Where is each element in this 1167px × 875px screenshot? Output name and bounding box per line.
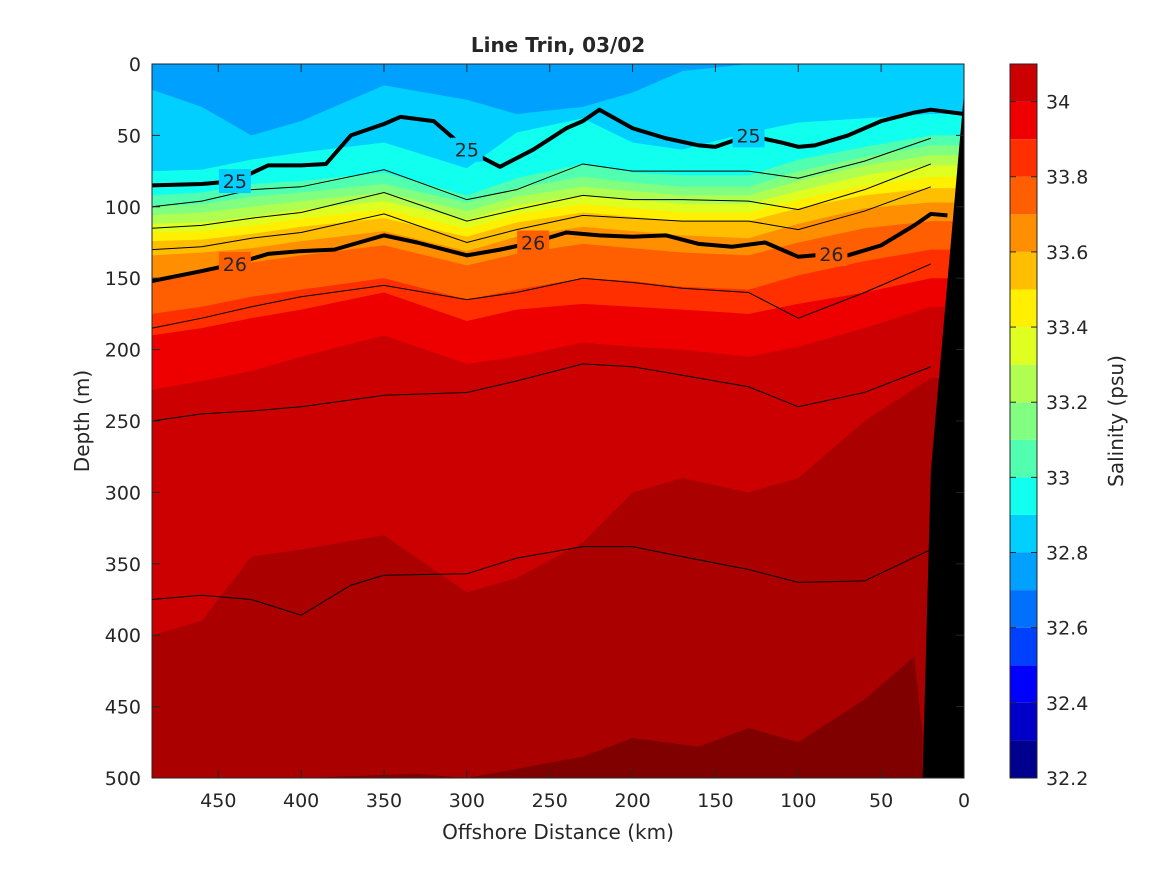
y-tick-label: 200: [105, 340, 141, 362]
contour-label-26-1: 26: [521, 233, 545, 255]
x-tick-label: 100: [780, 790, 816, 812]
colorbar-swatch: [1010, 477, 1037, 515]
colorbar-swatch: [1010, 627, 1037, 666]
colorbar-swatch: [1010, 740, 1037, 778]
contour-label-bg-26-0: [218, 251, 251, 276]
colorbar-swatch: [1010, 402, 1037, 440]
colorbar-tick-label: 33.2: [1046, 392, 1088, 414]
x-tick-label: 150: [697, 790, 733, 812]
colorbar-swatch: [1010, 251, 1037, 290]
contour-label-bg-25-2: [732, 123, 765, 148]
isopycnal-line-3: [152, 263, 932, 329]
contour-label-25-1: 25: [455, 140, 479, 162]
y-tick-label: 300: [105, 482, 141, 504]
colorbar-swatch: [1010, 214, 1037, 252]
isopycnal-line-5: [152, 546, 932, 616]
x-tick-label: 400: [283, 790, 319, 812]
isopycnal-line-2: [152, 186, 932, 251]
colorbar-tick-label: 33.8: [1046, 167, 1088, 189]
colorbar-tick-label: 32.2: [1046, 768, 1088, 790]
colorbar-swatch: [1010, 64, 1037, 102]
colorbar-frame: [1009, 63, 1038, 779]
colorbar-tick-label: 33.4: [1046, 317, 1088, 339]
salinity-deep-core: [152, 656, 923, 778]
y-tick-label: 150: [105, 268, 141, 290]
colorbar-tick-label: 33.6: [1046, 242, 1088, 264]
y-tick-label: 400: [105, 625, 141, 647]
y-tick-label: 50: [117, 125, 141, 147]
colorbar-tick-label: 32.6: [1046, 618, 1088, 640]
isopycnal-line-4: [152, 363, 932, 422]
contour-label-25-0: 25: [223, 171, 247, 193]
chart-title: Line Trin, 03/02: [471, 33, 645, 57]
colorbar-tick-label: 32.4: [1046, 693, 1088, 715]
density-contours: 25 25 25 26 26 26: [152, 92, 964, 778]
y-tick-label: 350: [105, 554, 141, 576]
colorbar-tick-label: 34: [1046, 92, 1070, 114]
colorbar-swatch: [1010, 364, 1037, 403]
salinity-fill-layers: [152, 64, 964, 778]
x-tick-label: 300: [449, 790, 485, 812]
x-tick-label: 350: [366, 790, 402, 812]
x-tick-label: 450: [200, 790, 236, 812]
colorbar-swatch: [1010, 439, 1037, 478]
colorbar-swatch: [1010, 552, 1037, 591]
contour-label-26-2: 26: [819, 244, 843, 266]
colorbar-swatch: [1010, 665, 1037, 703]
contour-label-bg-25-1: [450, 137, 483, 162]
x-tick-label: 250: [532, 790, 568, 812]
isopycnal-line-1: [152, 163, 932, 229]
y-axis-label: Depth (m): [70, 370, 94, 472]
colorbar-tick-label: 32.8: [1046, 543, 1088, 565]
plot-axes: 450 400 350 300 250 200 150 100 50 00501001502002…: [105, 54, 970, 812]
x-tick-label: 0: [958, 790, 970, 812]
y-tick-label: 100: [105, 197, 141, 219]
x-tick-label: 200: [614, 790, 650, 812]
colorbar-swatch: [1010, 702, 1037, 741]
salinity-layer-13: [152, 378, 964, 778]
y-tick-label: 500: [105, 768, 141, 790]
colorbar-swatch: [1010, 289, 1037, 328]
y-tick-label: 250: [105, 411, 141, 433]
colorbar-swatch: [1010, 139, 1037, 177]
seafloor-bathymetry: [922, 92, 964, 778]
y-tick-label: 450: [105, 697, 141, 719]
colorbar: 34 33.8 33.6 33.4 33.2 33 32.8 32.6 32.4 32.2: [1009, 63, 1088, 790]
y-tick-label: 0: [129, 54, 141, 76]
colorbar-swatch: [1010, 101, 1037, 140]
contour-label-bg-26-1: [517, 230, 550, 255]
colorbar-swatch: [1010, 176, 1037, 215]
isopycnal-line-0: [152, 137, 932, 208]
density-contour-25: [152, 107, 964, 188]
contour-label-25-2: 25: [736, 125, 760, 147]
x-tick-label: 50: [869, 790, 893, 812]
colorbar-tick-label: 33: [1046, 467, 1070, 489]
x-axis-label: Offshore Distance (km): [442, 820, 674, 844]
contour-label-bg-26-2: [815, 241, 848, 266]
colorbar-swatch: [1010, 327, 1037, 365]
contour-label-26-0: 26: [223, 254, 247, 276]
colorbar-label: Salinity (psu): [1104, 355, 1128, 487]
colorbar-swatch: [1010, 514, 1037, 553]
density-contour-26: [152, 211, 948, 284]
colorbar-swatch: [1010, 590, 1037, 628]
contour-label-bg-25-0: [218, 169, 251, 194]
